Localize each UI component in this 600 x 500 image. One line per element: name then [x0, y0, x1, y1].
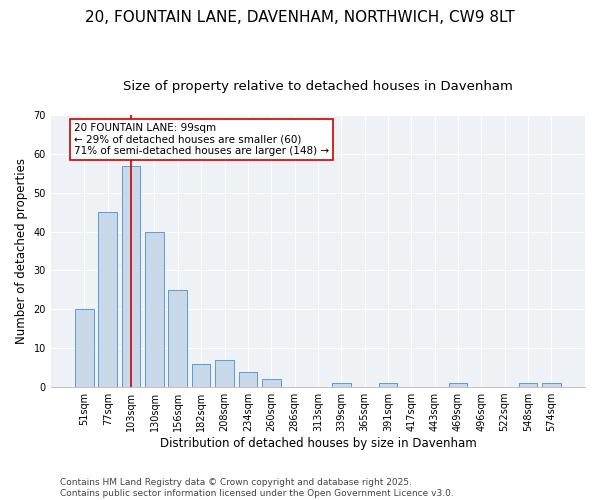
Bar	[379, 383, 397, 387]
Bar	[262, 380, 281, 387]
Title: Size of property relative to detached houses in Davenham: Size of property relative to detached ho…	[123, 80, 513, 93]
Bar	[239, 372, 257, 387]
Bar	[542, 383, 561, 387]
Bar	[122, 166, 140, 387]
Bar	[332, 383, 350, 387]
Bar	[449, 383, 467, 387]
Bar	[169, 290, 187, 387]
Bar	[98, 212, 117, 387]
Text: Contains HM Land Registry data © Crown copyright and database right 2025.
Contai: Contains HM Land Registry data © Crown c…	[60, 478, 454, 498]
X-axis label: Distribution of detached houses by size in Davenham: Distribution of detached houses by size …	[160, 437, 476, 450]
Bar	[75, 310, 94, 387]
Bar	[518, 383, 538, 387]
Bar	[145, 232, 164, 387]
Bar	[215, 360, 234, 387]
Bar	[192, 364, 211, 387]
Y-axis label: Number of detached properties: Number of detached properties	[15, 158, 28, 344]
Text: 20, FOUNTAIN LANE, DAVENHAM, NORTHWICH, CW9 8LT: 20, FOUNTAIN LANE, DAVENHAM, NORTHWICH, …	[85, 10, 515, 25]
Text: 20 FOUNTAIN LANE: 99sqm
← 29% of detached houses are smaller (60)
71% of semi-de: 20 FOUNTAIN LANE: 99sqm ← 29% of detache…	[74, 123, 329, 156]
